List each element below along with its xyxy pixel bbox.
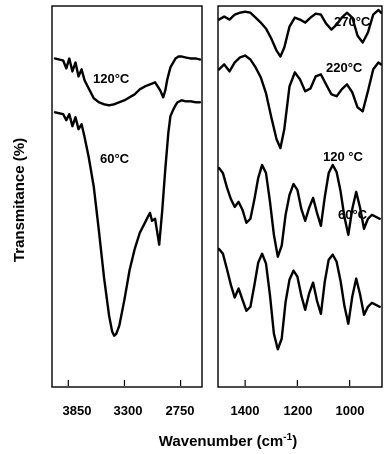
right-label-120c: 120 °C: [323, 149, 364, 164]
right-label-270c: 270°C: [334, 14, 371, 29]
left-series-120c: [53, 55, 202, 107]
right-tick-label-1200: 1200: [284, 403, 313, 418]
x-axis-title-superscript: -1: [283, 432, 292, 443]
right-x-ticks: [244, 380, 351, 386]
right-tick-label-1400: 1400: [231, 403, 260, 418]
right-traces: [217, 8, 383, 351]
x-axis-title-end: ): [292, 433, 297, 450]
right-series-220c: [217, 54, 383, 150]
y-axis-title: Transmitance (%): [11, 138, 28, 262]
right-tick-label-1000: 1000: [336, 403, 365, 418]
right-series-120c: [217, 163, 381, 258]
left-tick-label-3850: 3850: [63, 403, 92, 418]
right-panel-frame: [217, 5, 383, 388]
left-tick-label-2750: 2750: [166, 403, 195, 418]
left-panel: 3850 3300 2750 120°C 60°C: [51, 5, 203, 418]
left-label-60c: 60°C: [100, 151, 130, 166]
left-label-120c: 120°C: [93, 71, 130, 86]
left-panel-frame: [51, 5, 203, 388]
left-x-ticks: [67, 380, 182, 386]
left-tick-label-3300: 3300: [114, 403, 143, 418]
right-series-60c: [217, 247, 381, 351]
right-panel: 1400 1200 1000 270°C 220°C 120 °C 60°C: [217, 5, 383, 418]
right-label-220c: 220°C: [326, 60, 363, 75]
right-label-60c: 60°C: [338, 207, 368, 222]
x-axis-title: Wavenumber (cm-1): [159, 432, 297, 450]
x-axis-title-main: Wavenumber (cm: [159, 433, 283, 450]
left-series-60c: [53, 99, 202, 337]
right-series-270c: [217, 8, 383, 58]
left-traces: [53, 55, 202, 337]
